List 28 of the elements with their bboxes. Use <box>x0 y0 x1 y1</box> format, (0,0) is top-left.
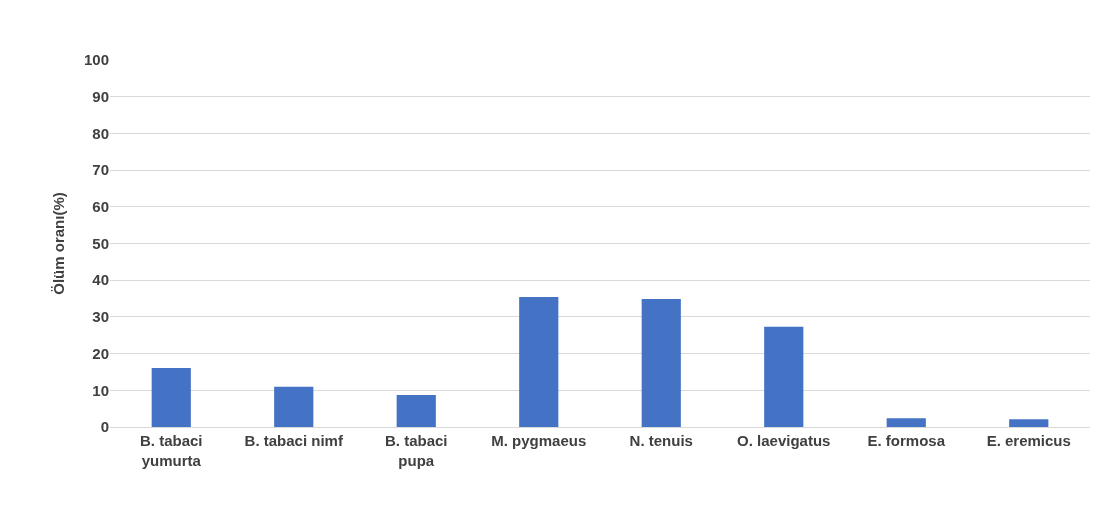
bar <box>519 297 559 427</box>
bar <box>274 386 314 427</box>
bar <box>1009 419 1049 427</box>
x-tick-label: N. tenuis <box>629 432 693 449</box>
x-tick-label: E. formosa <box>867 432 946 449</box>
y-tick-label: 30 <box>92 308 109 326</box>
y-axis-title: Ölüm oranı(%) <box>50 192 68 295</box>
y-tick-label: 40 <box>92 271 109 289</box>
y-tick-label: 70 <box>92 161 109 179</box>
y-tick-label: 80 <box>92 124 109 142</box>
y-tick-label: 0 <box>100 418 109 436</box>
bar <box>641 298 681 427</box>
y-tick-label: 60 <box>92 198 109 216</box>
x-tick-label: M. pygmaeus <box>491 432 587 449</box>
y-tick-label: 90 <box>92 87 109 105</box>
x-tick-label: B. tabaci yumurta <box>139 432 203 469</box>
x-tick-label: B. tabaci pupa <box>384 432 448 469</box>
y-tick-label: 20 <box>92 344 109 362</box>
x-tick-label: O. laevigatus <box>737 432 831 449</box>
y-tick-label: 10 <box>92 381 109 399</box>
bar <box>151 367 191 427</box>
y-tick-label: 100 <box>83 51 109 69</box>
bar <box>764 326 804 427</box>
x-tick-label: E. eremicus <box>986 432 1071 449</box>
y-tick-label: 50 <box>92 234 109 252</box>
bar <box>886 418 926 427</box>
x-tick-label: B. tabaci nimf <box>244 432 344 449</box>
bar <box>396 395 436 427</box>
